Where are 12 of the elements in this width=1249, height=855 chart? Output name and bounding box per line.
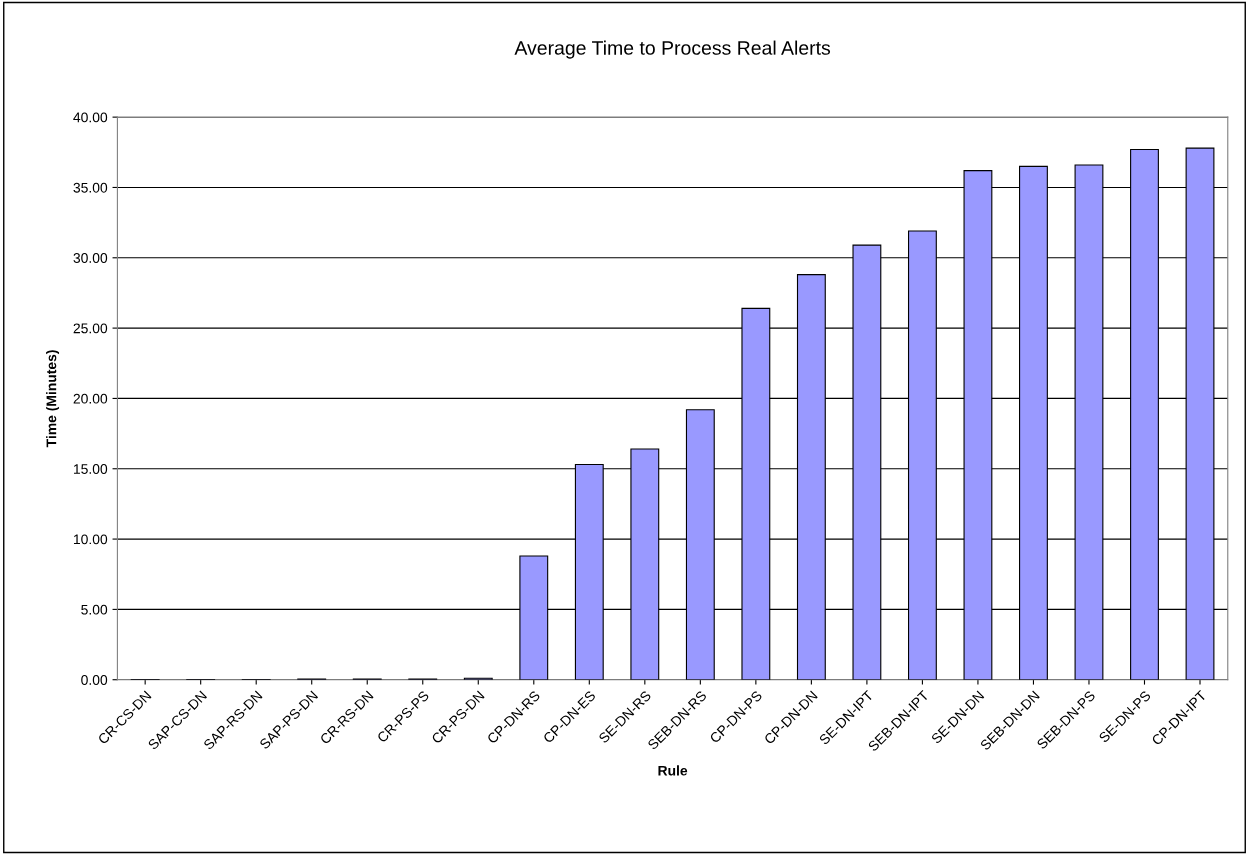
chart-title: Average Time to Process Real Alerts xyxy=(514,40,831,59)
y-tick-label: 25.00 xyxy=(73,323,108,334)
y-tick-label: 35.00 xyxy=(73,182,108,193)
y-axis-title: Time (Minutes) xyxy=(46,350,60,448)
y-tick-label: 20.00 xyxy=(73,393,108,404)
y-tick-label: 10.00 xyxy=(73,534,108,545)
y-tick-label: 30.00 xyxy=(73,253,108,263)
y-tick-label: 0.00 xyxy=(81,675,108,685)
y-tick-label: 5.00 xyxy=(81,604,108,615)
y-tick-label: 40.00 xyxy=(73,112,108,123)
y-tick-label: 15.00 xyxy=(73,464,108,474)
x-axis-title: Rule xyxy=(658,765,688,776)
